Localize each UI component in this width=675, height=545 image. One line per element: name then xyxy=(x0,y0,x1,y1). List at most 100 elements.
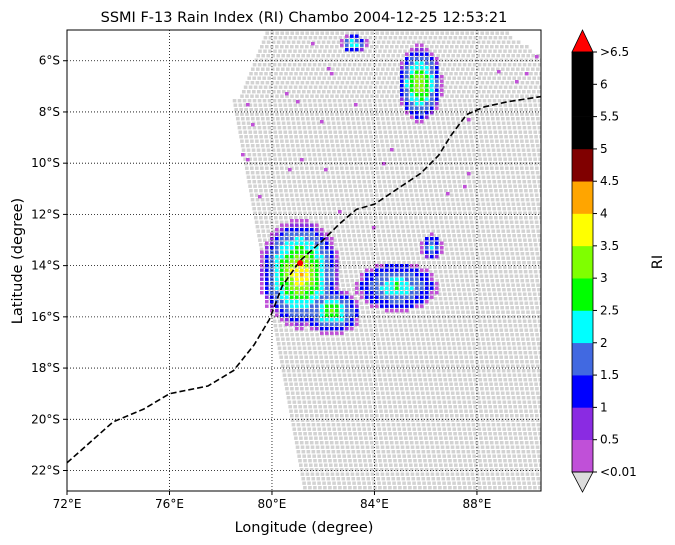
swath-pixel xyxy=(354,355,358,359)
swath-pixel xyxy=(517,180,522,184)
swath-pixel xyxy=(363,49,367,53)
swath-pixel xyxy=(480,333,484,337)
swath-pixel xyxy=(270,81,275,85)
swath-pixel xyxy=(357,346,362,350)
swath-pixel xyxy=(281,54,285,58)
swath-pixel xyxy=(394,135,398,139)
swath-pixel xyxy=(532,63,537,67)
swath-pixel xyxy=(417,400,422,404)
swath-pixel xyxy=(323,36,328,40)
swath-pixel xyxy=(506,117,510,121)
swath-pixel xyxy=(303,238,307,242)
swath-pixel xyxy=(379,247,384,251)
swath-pixel xyxy=(313,405,317,409)
swath-pixel xyxy=(334,247,339,251)
swath-pixel xyxy=(519,193,524,197)
swath-pixel xyxy=(476,364,480,368)
swath-pixel xyxy=(405,144,410,148)
swath-pixel xyxy=(504,58,509,62)
swath-pixel xyxy=(360,166,364,170)
swath-pixel xyxy=(493,211,497,215)
swath-pixel xyxy=(509,216,513,220)
swath-pixel xyxy=(335,360,339,364)
swath-pixel xyxy=(325,31,329,35)
swath-pixel xyxy=(388,378,393,382)
swath-pixel xyxy=(273,85,278,89)
swath-pixel xyxy=(392,207,396,211)
swath-pixel xyxy=(458,238,462,242)
swath-pixel xyxy=(296,54,300,58)
swath-pixel xyxy=(370,94,374,98)
swath-pixel xyxy=(457,234,461,238)
swath-pixel xyxy=(430,139,434,143)
swath-pixel xyxy=(418,378,423,382)
swath-pixel xyxy=(408,405,412,409)
swath-pixel xyxy=(462,63,467,67)
swath-pixel xyxy=(476,283,480,287)
swath-pixel xyxy=(279,193,284,197)
swath-pixel xyxy=(446,396,451,400)
swath-pixel xyxy=(276,175,281,179)
swath-pixel xyxy=(333,243,338,247)
swath-pixel xyxy=(250,112,254,116)
swath-pixel xyxy=(403,130,408,134)
swath-pixel xyxy=(276,40,281,44)
swath-pixel xyxy=(499,274,504,278)
swath-pixel xyxy=(342,90,346,94)
swath-pixel xyxy=(491,369,496,373)
swath-pixel xyxy=(372,180,377,184)
swath-pixel xyxy=(258,85,263,89)
swath-pixel xyxy=(283,378,288,382)
swath-pixel xyxy=(535,306,539,310)
swath-pixel xyxy=(534,328,539,332)
swath-pixel xyxy=(374,216,378,220)
swath-pixel xyxy=(400,360,404,364)
swath-pixel xyxy=(406,40,411,44)
swath-pixel xyxy=(440,166,444,170)
swath-pixel xyxy=(507,288,511,292)
swath-pixel xyxy=(313,103,318,107)
swath-pixel xyxy=(410,225,415,229)
swath-pixel xyxy=(395,252,400,256)
swath-pixel xyxy=(500,306,504,310)
swath-pixel xyxy=(491,117,495,121)
swath-pixel xyxy=(337,315,341,319)
swath-pixel xyxy=(302,76,306,80)
swath-pixel xyxy=(426,396,431,400)
swath-pixel xyxy=(321,148,326,152)
swath-pixel xyxy=(534,382,538,386)
swath-pixel xyxy=(498,297,503,301)
swath-pixel xyxy=(367,346,372,350)
swath-pixel xyxy=(403,243,408,247)
swath-pixel xyxy=(435,31,439,35)
swath-pixel xyxy=(304,108,308,112)
swath-pixel xyxy=(499,189,503,193)
swath-pixel xyxy=(392,292,397,296)
swath-pixel xyxy=(511,256,515,260)
swath-pixel xyxy=(391,342,396,346)
swath-pixel xyxy=(337,373,342,377)
swath-pixel xyxy=(459,355,463,359)
swath-pixel xyxy=(395,81,400,85)
swath-pixel xyxy=(325,198,330,202)
swath-pixel xyxy=(459,409,463,413)
swath-pixel xyxy=(428,36,433,40)
swath-pixel xyxy=(318,265,322,269)
swath-pixel xyxy=(354,162,358,166)
swath-pixel xyxy=(449,301,454,305)
swath-pixel xyxy=(354,72,358,76)
swath-pixel xyxy=(386,121,391,125)
swath-pixel xyxy=(252,99,257,103)
swath-pixel xyxy=(299,193,304,197)
swath-pixel xyxy=(364,189,368,193)
swath-pixel xyxy=(422,207,426,211)
swath-pixel xyxy=(523,184,527,188)
swath-pixel xyxy=(344,58,349,62)
swath-pixel xyxy=(380,171,385,175)
swath-pixel xyxy=(436,54,440,58)
swath-pixel xyxy=(505,360,509,364)
swath-pixel xyxy=(297,63,302,67)
swath-pixel xyxy=(365,144,370,148)
swath-pixel xyxy=(523,238,527,242)
swath-pixel xyxy=(329,189,333,193)
